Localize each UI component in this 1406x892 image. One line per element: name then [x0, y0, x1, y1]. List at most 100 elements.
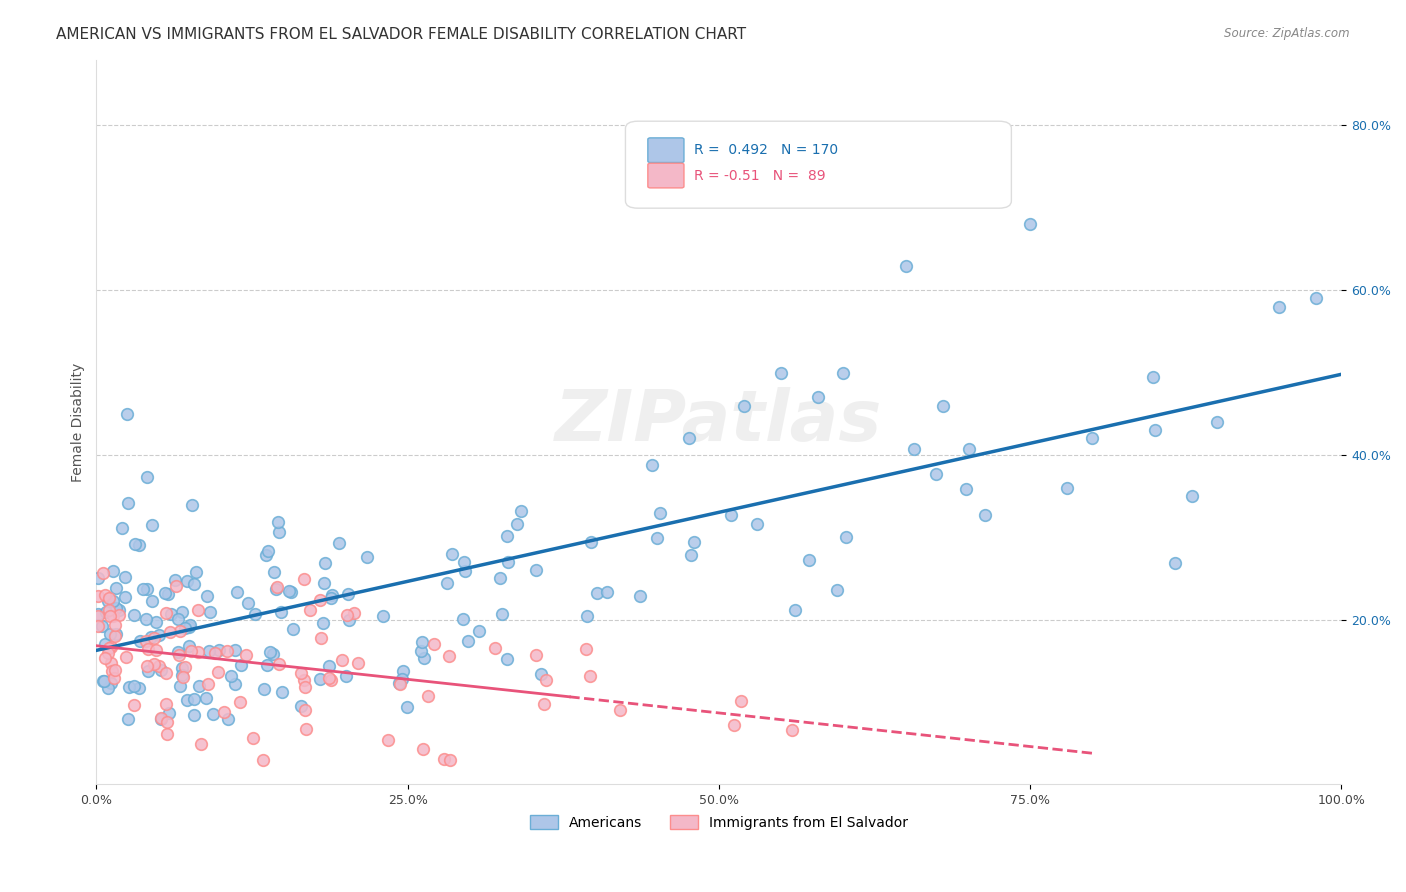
- Americans: [924, 467, 946, 481]
- Immigrants from El Salvador: [212, 705, 235, 719]
- Americans: [783, 602, 806, 616]
- Americans: [111, 520, 134, 534]
- Immigrants from El Salvador: [290, 666, 312, 681]
- Immigrants from El Salvador: [101, 664, 124, 678]
- Americans: [128, 681, 150, 695]
- Americans: [491, 607, 513, 621]
- Immigrants from El Salvador: [155, 714, 177, 729]
- Americans: [122, 608, 145, 623]
- Americans: [122, 679, 145, 693]
- Americans: [105, 582, 128, 596]
- Immigrants from El Salvador: [155, 666, 177, 681]
- Americans: [90, 619, 112, 633]
- Americans: [149, 712, 172, 726]
- Immigrants from El Salvador: [94, 588, 117, 602]
- Americans: [87, 571, 110, 585]
- Americans: [314, 556, 336, 570]
- Americans: [441, 547, 464, 561]
- Americans: [176, 692, 198, 706]
- Americans: [100, 676, 122, 690]
- Americans: [253, 682, 276, 697]
- Immigrants from El Salvador: [318, 671, 340, 685]
- Americans: [932, 399, 955, 413]
- Americans: [169, 679, 191, 693]
- Immigrants from El Salvador: [100, 640, 122, 655]
- Americans: [117, 495, 139, 509]
- Immigrants from El Salvador: [91, 566, 114, 580]
- Immigrants from El Salvador: [114, 649, 136, 664]
- Americans: [832, 366, 855, 380]
- Legend: Americans, Immigrants from El Salvador: Americans, Immigrants from El Salvador: [524, 810, 914, 836]
- Immigrants from El Salvador: [103, 671, 125, 685]
- Americans: [319, 591, 342, 605]
- Americans: [509, 504, 531, 518]
- Americans: [198, 644, 221, 658]
- Americans: [373, 609, 395, 624]
- Americans: [530, 667, 553, 681]
- Immigrants from El Salvador: [578, 669, 600, 683]
- Immigrants from El Salvador: [330, 652, 353, 666]
- Americans: [141, 593, 163, 607]
- Americans: [318, 658, 340, 673]
- Americans: [195, 589, 218, 603]
- Americans: [153, 586, 176, 600]
- FancyBboxPatch shape: [648, 138, 683, 162]
- Immigrants from El Salvador: [156, 726, 179, 740]
- Immigrants from El Salvador: [295, 722, 318, 736]
- Americans: [135, 582, 157, 596]
- Americans: [165, 574, 187, 588]
- Americans: [269, 525, 291, 540]
- Americans: [807, 390, 830, 404]
- Immigrants from El Salvador: [412, 741, 434, 756]
- Immigrants from El Salvador: [104, 663, 127, 677]
- Americans: [174, 621, 197, 635]
- Americans: [628, 590, 651, 604]
- Americans: [132, 582, 155, 596]
- Americans: [581, 534, 603, 549]
- Immigrants from El Salvador: [242, 731, 264, 745]
- Americans: [104, 627, 127, 641]
- Text: R = -0.51   N =  89: R = -0.51 N = 89: [695, 169, 825, 183]
- Americans: [148, 628, 170, 642]
- Americans: [267, 515, 290, 529]
- Immigrants from El Salvador: [180, 643, 202, 657]
- Americans: [335, 669, 357, 683]
- Americans: [321, 588, 343, 602]
- Text: AMERICAN VS IMMIGRANTS FROM EL SALVADOR FEMALE DISABILITY CORRELATION CHART: AMERICAN VS IMMIGRANTS FROM EL SALVADOR …: [56, 27, 747, 42]
- Americans: [219, 669, 242, 683]
- Americans: [157, 706, 180, 721]
- Americans: [129, 634, 152, 648]
- Americans: [167, 612, 190, 626]
- Americans: [835, 530, 858, 544]
- Immigrants from El Salvador: [388, 677, 411, 691]
- Immigrants from El Salvador: [533, 697, 555, 711]
- Immigrants from El Salvador: [484, 641, 506, 656]
- Immigrants from El Salvador: [524, 648, 547, 663]
- Americans: [128, 538, 150, 552]
- Americans: [312, 575, 335, 590]
- Immigrants from El Salvador: [294, 681, 316, 695]
- Americans: [136, 469, 159, 483]
- Americans: [488, 571, 510, 585]
- Americans: [94, 606, 117, 620]
- Immigrants from El Salvador: [269, 657, 291, 672]
- Americans: [825, 582, 848, 597]
- Immigrants from El Salvador: [143, 631, 166, 645]
- Immigrants from El Salvador: [187, 603, 209, 617]
- Immigrants from El Salvador: [266, 580, 288, 594]
- Immigrants from El Salvador: [229, 695, 252, 709]
- Americans: [903, 442, 925, 456]
- Immigrants from El Salvador: [148, 659, 170, 673]
- Immigrants from El Salvador: [98, 603, 121, 617]
- Immigrants from El Salvador: [377, 732, 399, 747]
- Immigrants from El Salvador: [723, 718, 745, 732]
- Americans: [136, 664, 159, 678]
- Immigrants from El Salvador: [135, 634, 157, 648]
- Americans: [141, 518, 163, 533]
- Immigrants from El Salvador: [169, 624, 191, 639]
- Immigrants from El Salvador: [108, 607, 131, 622]
- Americans: [208, 642, 231, 657]
- Immigrants from El Salvador: [122, 698, 145, 712]
- Americans: [97, 594, 120, 608]
- Americans: [259, 645, 281, 659]
